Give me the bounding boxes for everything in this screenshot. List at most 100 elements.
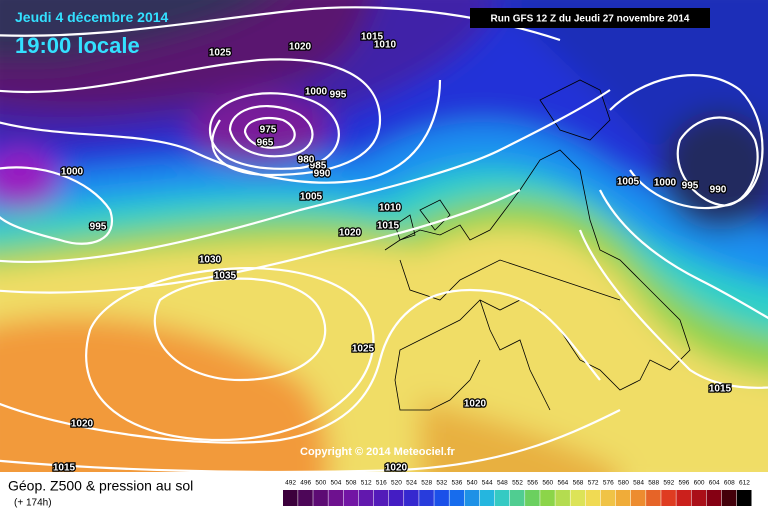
scale-swatch	[525, 490, 540, 506]
isobar-label: 1035	[214, 271, 237, 282]
scale-label: 540	[467, 480, 478, 487]
isobar-label: 995	[682, 181, 699, 192]
isobars	[0, 6, 768, 474]
isobar-label: 1010	[379, 203, 402, 214]
isobar-label: 1025	[352, 344, 375, 355]
run-info: Run GFS 12 Z du Jeudi 27 novembre 2014	[491, 14, 690, 25]
isobar-label: 1015	[361, 32, 384, 43]
scale-label: 564	[557, 480, 568, 487]
scale-label: 512	[361, 480, 372, 487]
isobar-label: 1020	[289, 42, 312, 53]
isobar-label: 995	[330, 90, 347, 101]
scale-swatch	[343, 490, 359, 506]
scale-label: 588	[648, 480, 659, 487]
scale-label: 572	[588, 480, 599, 487]
color-scale: 492 496 500 504 508 512 516 520 524 528 532 536 540 5…	[283, 480, 752, 506]
scale-swatch	[328, 490, 344, 506]
scale-swatch	[555, 490, 570, 506]
isobar-label: 965	[257, 138, 274, 149]
scale-swatch	[313, 490, 328, 506]
isobar-label: 1000	[654, 178, 677, 189]
scale-swatch	[630, 490, 646, 506]
scale-label: 520	[391, 480, 402, 487]
scale-label: 536	[452, 480, 463, 487]
scale-swatch	[404, 490, 419, 506]
isobar-label: 995	[90, 222, 107, 233]
isobar-label: 1020	[339, 228, 362, 239]
isobar-label: 975	[260, 125, 277, 136]
scale-label: 528	[421, 480, 432, 487]
scale-label: 592	[663, 480, 674, 487]
scale-swatch	[419, 490, 434, 506]
forecast-date: Jeudi 4 décembre 2014	[15, 9, 169, 25]
scale-swatch	[373, 490, 389, 506]
scale-label: 560	[542, 480, 553, 487]
scale-label: 524	[406, 480, 417, 487]
scale-swatch	[736, 490, 752, 506]
scale-swatch	[298, 490, 313, 506]
scale-swatch	[283, 490, 298, 506]
lead-time: (+ 174h)	[14, 498, 52, 509]
scale-swatch	[494, 490, 510, 506]
scale-label: 596	[678, 480, 689, 487]
scale-label: 500	[315, 480, 326, 487]
scale-swatch	[449, 490, 465, 506]
scale-label: 492	[285, 480, 296, 487]
isobar-label: 990	[710, 185, 727, 196]
scale-label: 548	[497, 480, 508, 487]
isobar-label: 985	[310, 161, 327, 172]
scale-swatch	[691, 490, 707, 506]
scale-label: 496	[300, 480, 311, 487]
scale-label: 556	[527, 480, 538, 487]
scale-label: 508	[346, 480, 357, 487]
scale-swatch	[646, 490, 661, 506]
scale-swatch	[509, 490, 525, 506]
scale-label: 604	[709, 480, 720, 487]
scale-label: 552	[512, 480, 523, 487]
scale-swatch	[388, 490, 404, 506]
isobar-label: 980	[298, 155, 315, 166]
scale-label: 600	[694, 480, 705, 487]
scale-label: 576	[603, 480, 614, 487]
scale-swatch	[434, 490, 449, 506]
scale-swatch	[676, 490, 691, 506]
copyright: Copyright © 2014 Meteociel.fr	[300, 446, 456, 458]
scale-swatch	[358, 490, 374, 506]
isobar-label: 1020	[71, 419, 94, 430]
scale-label: 516	[376, 480, 387, 487]
scale-label: 532	[436, 480, 447, 487]
isobar-label: 1025	[209, 48, 232, 59]
isobar-label: 1030	[199, 255, 222, 266]
isobar-label: 1015	[53, 463, 76, 474]
isobar-label: 1010	[374, 40, 397, 51]
isobar-label: 1020	[385, 463, 408, 474]
scale-swatch	[540, 490, 555, 506]
scale-swatch	[585, 490, 601, 506]
scale-label: 612	[739, 480, 750, 487]
scale-label: 544	[482, 480, 493, 487]
coastlines	[384, 79, 691, 411]
scale-swatch	[661, 490, 676, 506]
footer-title: Géop. Z500 & pression au sol	[8, 478, 193, 494]
scale-label: 568	[573, 480, 584, 487]
scale-swatch	[600, 490, 616, 506]
scale-swatch	[479, 490, 495, 506]
scale-swatch	[721, 490, 737, 506]
isobar-label: 990	[314, 169, 331, 180]
scale-label: 608	[724, 480, 735, 487]
isobar-label: 1000	[305, 87, 328, 98]
scale-swatch	[570, 490, 586, 506]
run-box	[470, 8, 710, 28]
isobar-label: 1000	[654, 178, 677, 189]
scale-swatch	[615, 490, 631, 506]
scale-label: 504	[331, 480, 342, 487]
isobar-label: 1005	[300, 192, 323, 203]
isobar-label: 1015	[709, 384, 732, 395]
scale-swatch	[706, 490, 722, 506]
scale-label: 580	[618, 480, 629, 487]
forecast-time: 19:00 locale	[15, 33, 140, 58]
isobar-label: 1020	[464, 399, 487, 410]
